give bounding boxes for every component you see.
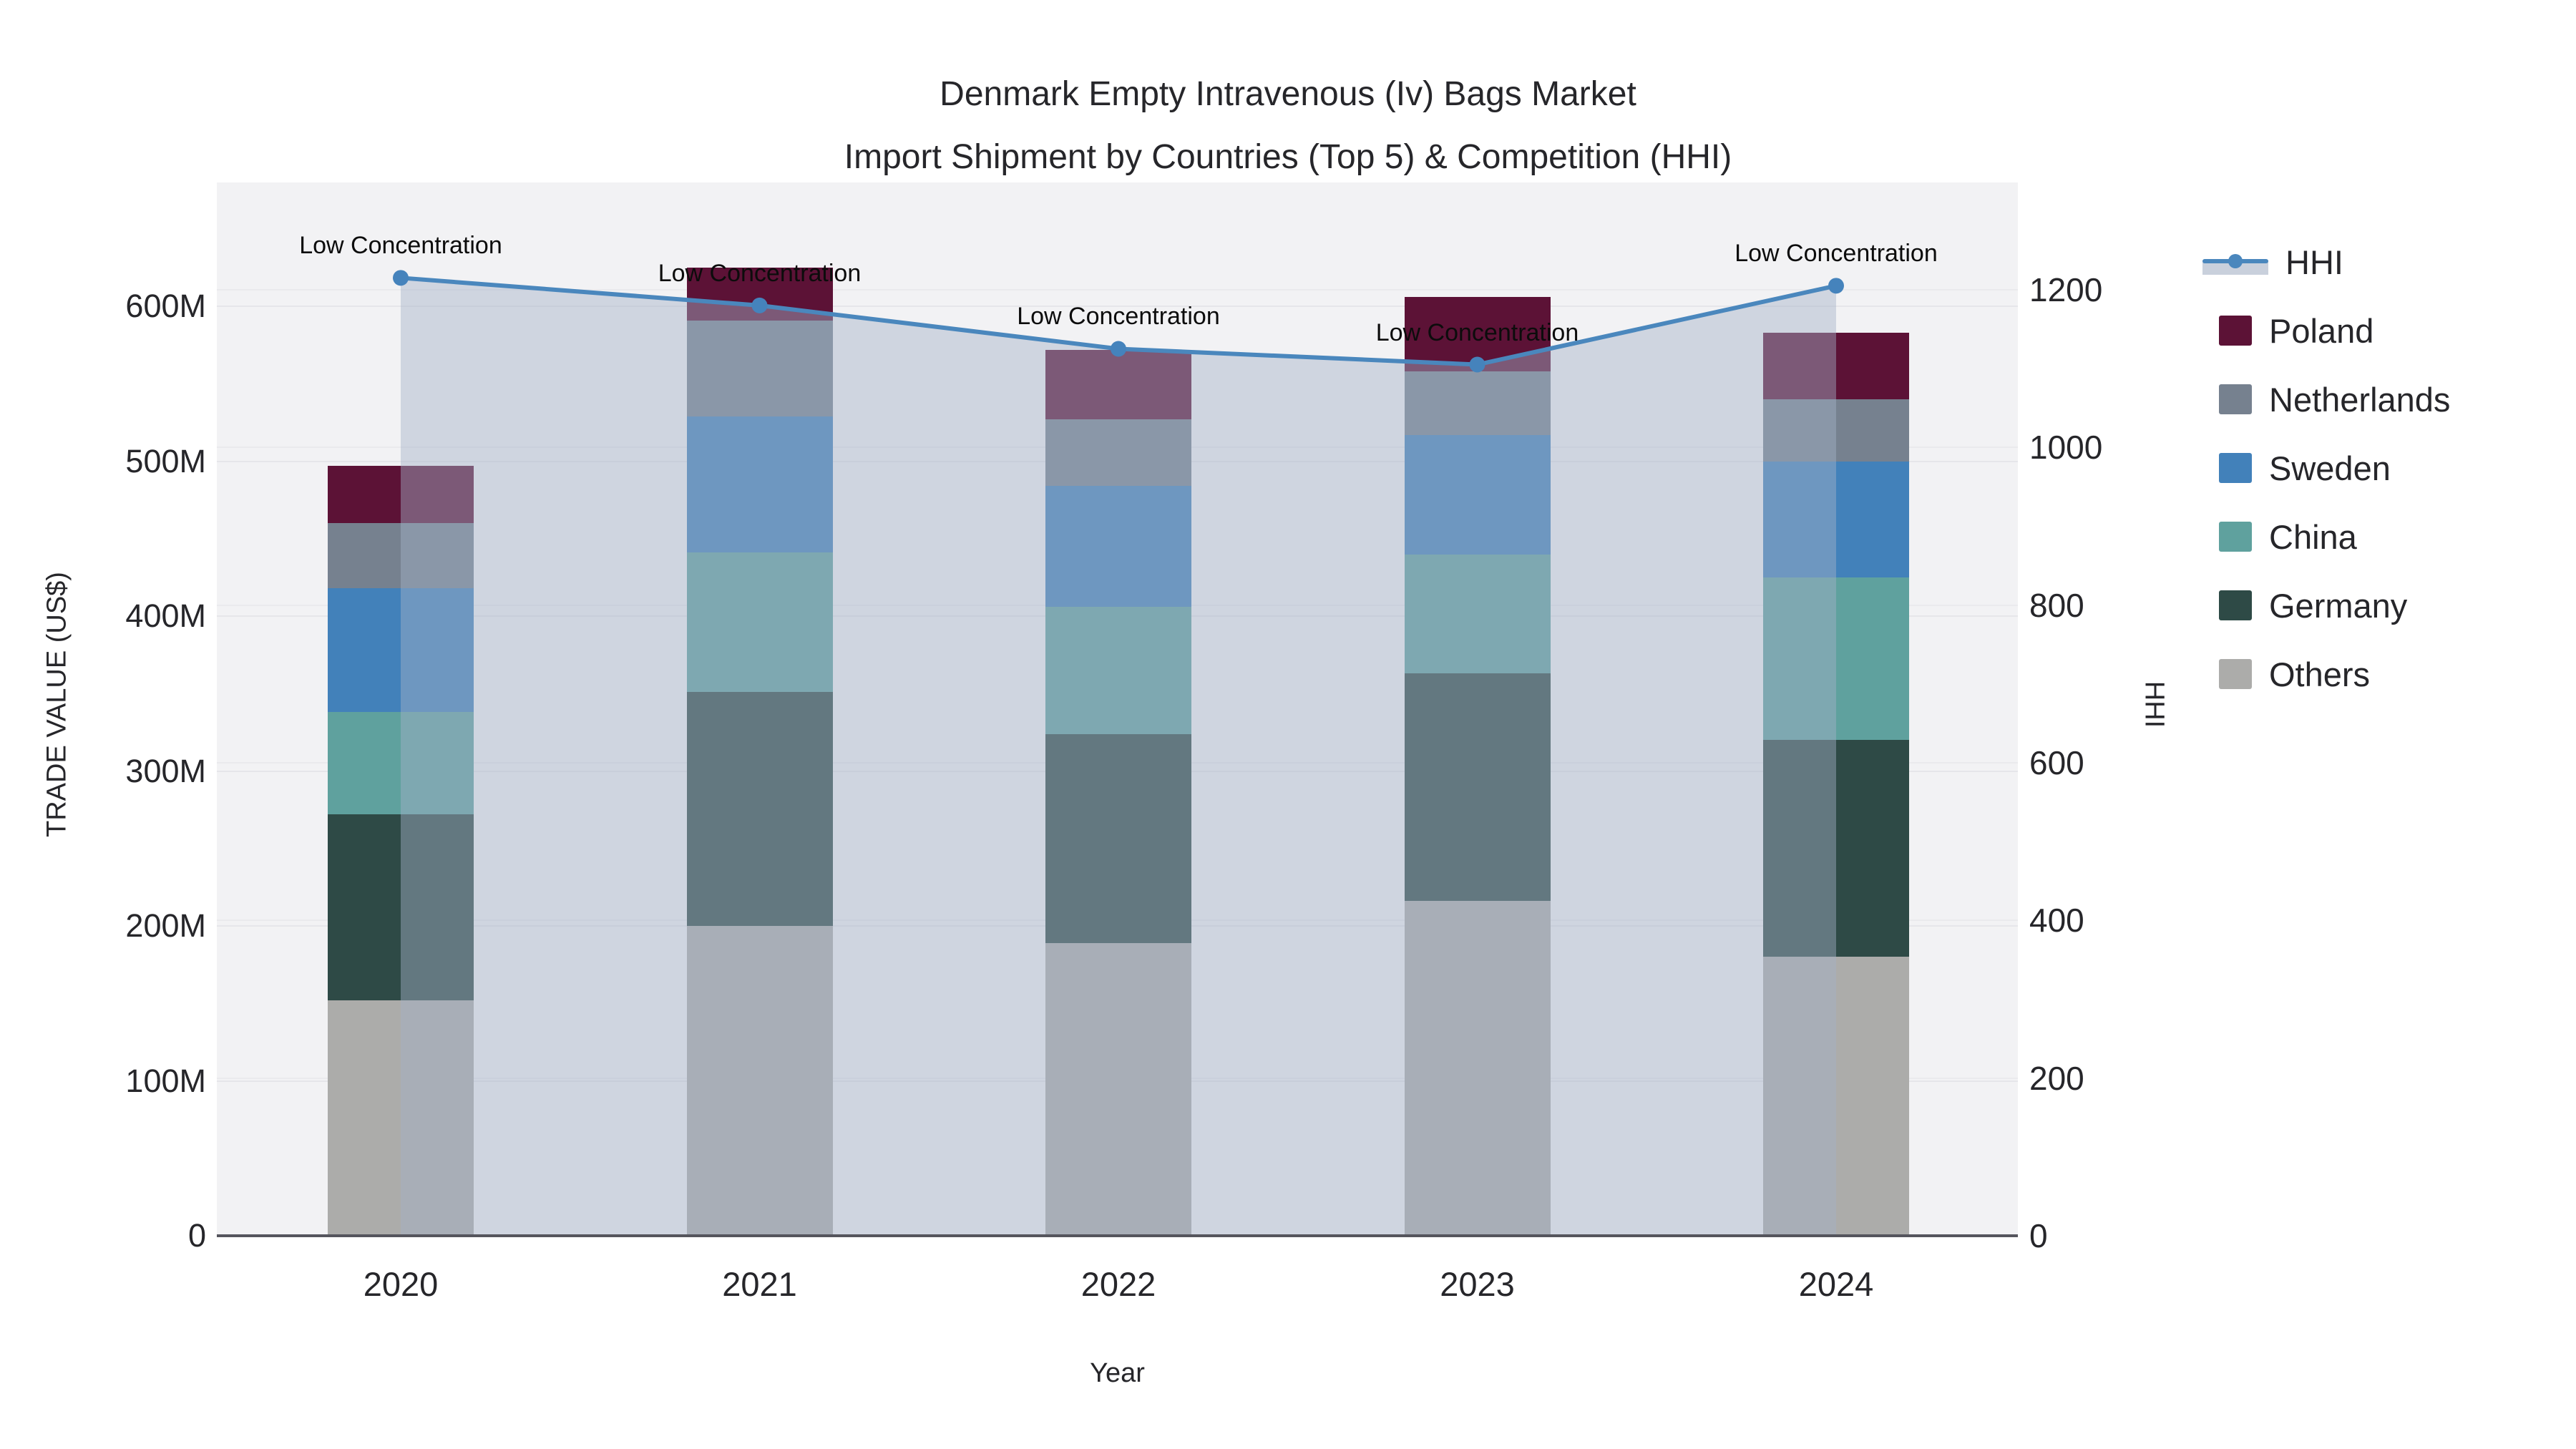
legend-label-sweden: Sweden bbox=[2269, 449, 2391, 487]
annotation-2024: Low Concentration bbox=[1735, 240, 1938, 268]
bar-2022-others[interactable] bbox=[1045, 942, 1191, 1236]
x-axis-title: Year bbox=[1090, 1358, 1145, 1388]
legend-swatch-poland bbox=[2219, 316, 2252, 346]
legend-swatch-china bbox=[2219, 522, 2252, 552]
x-tick-2024: 2024 bbox=[1798, 1265, 1874, 1303]
bar-2020-germany[interactable] bbox=[328, 814, 474, 1000]
y-left-tick-500M: 500M bbox=[125, 442, 206, 479]
legend-item-others[interactable]: Others bbox=[2202, 640, 2450, 708]
y-right-tick-600: 600 bbox=[2029, 743, 2084, 781]
x-tick-2023: 2023 bbox=[1440, 1265, 1515, 1303]
gridline bbox=[217, 288, 2018, 291]
bar-2020-sweden[interactable] bbox=[328, 588, 474, 713]
hhi-line-layer bbox=[393, 270, 1844, 1236]
y-left-tick-600M: 600M bbox=[125, 288, 206, 325]
legend-swatch-netherlands bbox=[2219, 384, 2252, 414]
y-right-tick-1200: 1200 bbox=[2029, 270, 2103, 308]
legend-item-hhi[interactable]: HHI bbox=[2202, 228, 2450, 296]
bar-2023-others[interactable] bbox=[1404, 901, 1551, 1236]
legend-label-hhi: HHI bbox=[2285, 243, 2343, 281]
hhi-marker-2020[interactable] bbox=[393, 270, 409, 286]
legend-swatch-sweden bbox=[2219, 453, 2252, 483]
annotation-2022: Low Concentration bbox=[1017, 303, 1220, 331]
bar-2020-poland[interactable] bbox=[328, 466, 474, 524]
legend-label-netherlands: Netherlands bbox=[2269, 380, 2451, 419]
bar-2022-sweden[interactable] bbox=[1045, 486, 1191, 608]
bar-2021-others[interactable] bbox=[686, 926, 833, 1236]
bar-2020-china[interactable] bbox=[328, 712, 474, 815]
y-axis-title-right: HHI bbox=[2139, 680, 2170, 728]
bar-2024-germany[interactable] bbox=[1763, 740, 1909, 957]
bar-2021-germany[interactable] bbox=[686, 692, 833, 927]
bar-2021-sweden[interactable] bbox=[686, 416, 833, 553]
x-tick-2022: 2022 bbox=[1080, 1265, 1156, 1303]
annotation-2020: Low Concentration bbox=[299, 232, 502, 260]
bar-2020-others[interactable] bbox=[328, 1000, 474, 1236]
hhi-marker-2021[interactable] bbox=[751, 297, 768, 313]
hhi-marker-2022[interactable] bbox=[1111, 341, 1126, 357]
bar-2022-germany[interactable] bbox=[1045, 733, 1191, 943]
x-tick-2021: 2021 bbox=[722, 1265, 797, 1303]
y-right-tick-200: 200 bbox=[2029, 1059, 2084, 1097]
bar-2023-sweden[interactable] bbox=[1404, 434, 1551, 555]
bar-2023-china[interactable] bbox=[1404, 554, 1551, 674]
bar-2022-netherlands[interactable] bbox=[1045, 419, 1191, 487]
legend-label-germany: Germany bbox=[2269, 586, 2408, 625]
bar-2023-netherlands[interactable] bbox=[1404, 371, 1551, 435]
bar-2022-china[interactable] bbox=[1045, 607, 1191, 734]
y-right-tick-400: 400 bbox=[2029, 902, 2084, 940]
annotation-2023: Low Concentration bbox=[1375, 318, 1579, 346]
legend-swatch-germany bbox=[2219, 590, 2252, 620]
bar-2022-poland[interactable] bbox=[1045, 349, 1191, 420]
y-left-tick-400M: 400M bbox=[125, 597, 206, 635]
annotation-2021: Low Concentration bbox=[658, 259, 862, 287]
legend-item-netherlands[interactable]: Netherlands bbox=[2202, 365, 2450, 434]
y-right-tick-0: 0 bbox=[2029, 1217, 2048, 1254]
bar-2024-netherlands[interactable] bbox=[1763, 399, 1909, 462]
y-right-tick-1000: 1000 bbox=[2029, 429, 2103, 467]
y-right-tick-800: 800 bbox=[2029, 586, 2084, 624]
hhi-line-swatch-icon bbox=[2202, 247, 2268, 277]
hhi-area-fill bbox=[401, 278, 1836, 1236]
gridline bbox=[217, 306, 2018, 308]
legend-item-poland[interactable]: Poland bbox=[2202, 296, 2450, 365]
bar-2021-china[interactable] bbox=[686, 552, 833, 693]
y-left-tick-200M: 200M bbox=[125, 907, 206, 945]
bar-2024-others[interactable] bbox=[1763, 957, 1909, 1236]
bar-2023-germany[interactable] bbox=[1404, 673, 1551, 902]
legend-item-sweden[interactable]: Sweden bbox=[2202, 434, 2450, 502]
x-tick-2020: 2020 bbox=[363, 1265, 439, 1303]
bar-2024-poland[interactable] bbox=[1763, 332, 1909, 400]
legend-item-china[interactable]: China bbox=[2202, 502, 2450, 571]
bar-2024-sweden[interactable] bbox=[1763, 461, 1909, 577]
legend: HHI Poland Netherlands Sweden China Germany Ot… bbox=[2202, 228, 2450, 708]
y-left-tick-100M: 100M bbox=[125, 1062, 206, 1099]
hhi-marker-2024[interactable] bbox=[1828, 278, 1844, 294]
x-axis-line bbox=[217, 1234, 2018, 1237]
y-axis-title-left: TRADE VALUE (US$) bbox=[42, 572, 72, 837]
bar-2020-netherlands[interactable] bbox=[328, 523, 474, 589]
hhi-line-dot bbox=[2228, 254, 2243, 268]
legend-label-poland: Poland bbox=[2269, 311, 2374, 350]
y-left-tick-300M: 300M bbox=[125, 752, 206, 789]
y-left-tick-0: 0 bbox=[187, 1217, 206, 1254]
chart-title: Denmark Empty Intravenous (Iv) Bags Mark… bbox=[0, 63, 2576, 189]
legend-label-china: China bbox=[2269, 517, 2357, 556]
chart-title-line1: Denmark Empty Intravenous (Iv) Bags Mark… bbox=[940, 75, 1636, 113]
legend-item-germany[interactable]: Germany bbox=[2202, 571, 2450, 640]
bar-2021-netherlands[interactable] bbox=[686, 320, 833, 416]
legend-label-others: Others bbox=[2269, 655, 2371, 693]
hhi-marker-2023[interactable] bbox=[1469, 356, 1485, 373]
legend-swatch-others bbox=[2219, 659, 2252, 689]
bar-2024-china[interactable] bbox=[1763, 577, 1909, 741]
chart-title-line2: Import Shipment by Countries (Top 5) & C… bbox=[844, 138, 1732, 176]
